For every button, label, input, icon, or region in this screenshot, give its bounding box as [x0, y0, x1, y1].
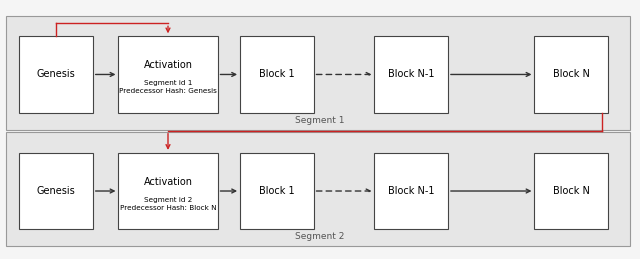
- FancyBboxPatch shape: [534, 36, 608, 113]
- FancyBboxPatch shape: [240, 36, 314, 113]
- FancyBboxPatch shape: [374, 153, 448, 229]
- FancyBboxPatch shape: [240, 153, 314, 229]
- Text: Block N-1: Block N-1: [388, 186, 435, 196]
- Text: Segment 1: Segment 1: [295, 116, 345, 125]
- Text: Block N: Block N: [553, 69, 589, 80]
- Text: Block N-1: Block N-1: [388, 69, 435, 80]
- Text: Segment 2: Segment 2: [295, 233, 345, 241]
- FancyBboxPatch shape: [6, 16, 630, 130]
- FancyBboxPatch shape: [118, 153, 218, 229]
- Text: Block N: Block N: [553, 186, 589, 196]
- Text: Activation: Activation: [143, 177, 193, 187]
- FancyBboxPatch shape: [534, 153, 608, 229]
- FancyBboxPatch shape: [118, 36, 218, 113]
- Text: Block 1: Block 1: [259, 69, 294, 80]
- FancyBboxPatch shape: [6, 132, 630, 246]
- Text: Genesis: Genesis: [36, 69, 76, 80]
- Text: Block 1: Block 1: [259, 186, 294, 196]
- Text: Segment id 2
Predecessor Hash: Block N: Segment id 2 Predecessor Hash: Block N: [120, 197, 216, 211]
- Text: Activation: Activation: [143, 60, 193, 70]
- FancyBboxPatch shape: [19, 36, 93, 113]
- FancyBboxPatch shape: [374, 36, 448, 113]
- FancyBboxPatch shape: [19, 153, 93, 229]
- Text: Genesis: Genesis: [36, 186, 76, 196]
- Text: Segment id 1
Predecessor Hash: Genesis: Segment id 1 Predecessor Hash: Genesis: [119, 81, 217, 95]
